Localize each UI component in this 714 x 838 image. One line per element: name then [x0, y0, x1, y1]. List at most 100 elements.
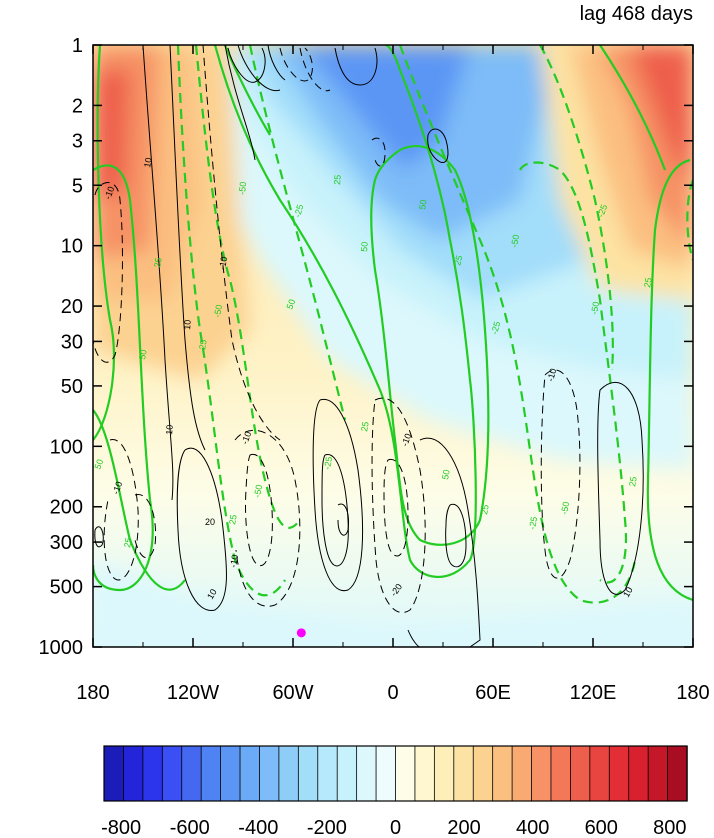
- contour-label: -10: [110, 480, 124, 496]
- contour-black-solid: [445, 503, 467, 568]
- y-tick-label: 300: [50, 532, 83, 554]
- green-contour-labels: 25 50 50 25 -50 -50 -25 50 25 -50 -25 25…: [92, 174, 654, 549]
- colorbar-swatch: [375, 745, 397, 802]
- contour-label: -10: [545, 367, 558, 382]
- contour-black-dashed: [234, 430, 301, 607]
- y-tick-label: 3: [72, 131, 83, 153]
- contour-label: 50: [284, 298, 297, 311]
- contour-black-dashed: [383, 458, 409, 557]
- colorbar-label: -200: [307, 817, 347, 838]
- contour-label: -25: [292, 203, 305, 218]
- contour-label: 25: [452, 254, 464, 266]
- contour-green-dashed: [686, 179, 693, 261]
- y-tick-label: 100: [50, 436, 83, 458]
- contour-green-solid: [213, 45, 477, 578]
- y-tick-label: 200: [50, 497, 83, 519]
- contour-green-solid: [599, 45, 667, 171]
- contour-black-dashed: [134, 494, 157, 558]
- contour-green-dashed: [176, 45, 286, 597]
- contour-black-solid: [224, 45, 256, 161]
- y-tick-label: 20: [61, 296, 83, 318]
- contour-black-dashed: [103, 439, 139, 581]
- contour-black-solid: [427, 128, 449, 164]
- colorbar-swatch: [123, 745, 144, 802]
- y-tick-label: 5: [72, 175, 83, 197]
- contour-label: 25: [122, 537, 134, 549]
- colorbar-label: 200: [447, 817, 480, 838]
- colorbar-swatch: [161, 745, 183, 802]
- contour-label: 10: [621, 585, 635, 599]
- colorbar-swatch: [628, 745, 649, 802]
- colorbar-swatch: [608, 745, 630, 802]
- location-marker: [296, 628, 306, 638]
- contour-label: -10: [217, 256, 229, 271]
- colorbar-swatch: [433, 745, 455, 802]
- contour-label: 50: [440, 469, 452, 481]
- y-axis: 1 2 3 5 10 20 30 50 100 200 300 500 1000: [39, 35, 693, 659]
- colorbar-label: 600: [585, 817, 618, 838]
- colorbar-swatch: [667, 745, 688, 802]
- colorbar-label: -600: [170, 817, 210, 838]
- contour-black-solid: [312, 398, 364, 592]
- contour-label: 25: [332, 174, 343, 185]
- colorbar-swatch: [550, 745, 572, 802]
- contour-green-solid: [93, 45, 116, 441]
- colorbar-swatch: [492, 745, 513, 802]
- contour-label: -25: [322, 456, 334, 471]
- contour-label: -10: [239, 430, 253, 446]
- colorbar-swatch: [142, 745, 164, 802]
- shading-positive-anomaly: [93, 70, 130, 200]
- y-tick-label: 50: [61, 376, 83, 398]
- contour-black-solid: [169, 45, 206, 451]
- contour-green-dashed: [539, 45, 614, 371]
- colorbar-swatch: [181, 745, 202, 802]
- contour-label: 25: [642, 277, 654, 289]
- x-tick-label: 180: [676, 682, 709, 704]
- contour-black-solid: [227, 47, 266, 83]
- colorbar-swatch: [356, 745, 377, 802]
- contour-label: 25: [627, 476, 639, 488]
- colorbar-label: 0: [390, 817, 401, 838]
- contour-label: 10: [164, 424, 175, 435]
- colorbar-swatch: [647, 745, 669, 802]
- contour-black-solid: [321, 454, 349, 567]
- contour-label: 50: [137, 349, 149, 361]
- contour-black-solid: [419, 437, 481, 647]
- colorbar-swatch: [103, 745, 125, 802]
- colorbar-swatch: [589, 745, 610, 802]
- x-tick-label: 120E: [570, 682, 617, 704]
- contour-label: 25: [227, 514, 239, 526]
- contour-green-solid: [223, 45, 271, 136]
- contour-label: -50: [212, 304, 224, 319]
- contour-label: 50: [92, 458, 105, 471]
- x-tick-label: 0: [387, 682, 398, 704]
- contour-black-dashed: [299, 47, 331, 92]
- colorbar-swatch: [531, 745, 552, 802]
- y-tick-label: 2: [72, 95, 83, 117]
- shading-field: [93, 45, 693, 647]
- contour-green-dashed: [194, 45, 301, 529]
- contour-black-solid: [176, 447, 227, 611]
- contour-black-dashed: [540, 369, 581, 579]
- contour-black-dashed: [245, 453, 273, 567]
- colorbar-swatch: [278, 745, 300, 802]
- y-tick-label: 500: [50, 577, 83, 599]
- x-tick-label: 180: [76, 682, 109, 704]
- colorbar-swatch: [259, 745, 280, 802]
- contour-black-solid: [267, 45, 286, 81]
- contour-green-solid: [370, 145, 490, 546]
- shading-positive-anomaly: [630, 45, 693, 190]
- contour-green-dashed: [248, 45, 347, 421]
- black-contours: [93, 45, 644, 647]
- contour-green-solid: [93, 164, 154, 592]
- colorbar: [103, 745, 688, 802]
- contour-label: 20: [205, 517, 215, 527]
- contour-black-dashed: [371, 137, 386, 167]
- colorbar-swatch: [317, 745, 338, 802]
- black-contour-labels: -10 10 -10 10 10 -10 -10 20 -10 10 -20 -…: [102, 157, 634, 601]
- contour-label: -50: [509, 234, 521, 249]
- colorbar-label: -800: [101, 817, 141, 838]
- contour-black-dashed: [202, 45, 281, 441]
- colorbar-swatch: [297, 745, 319, 802]
- contour-label: 25: [197, 339, 209, 351]
